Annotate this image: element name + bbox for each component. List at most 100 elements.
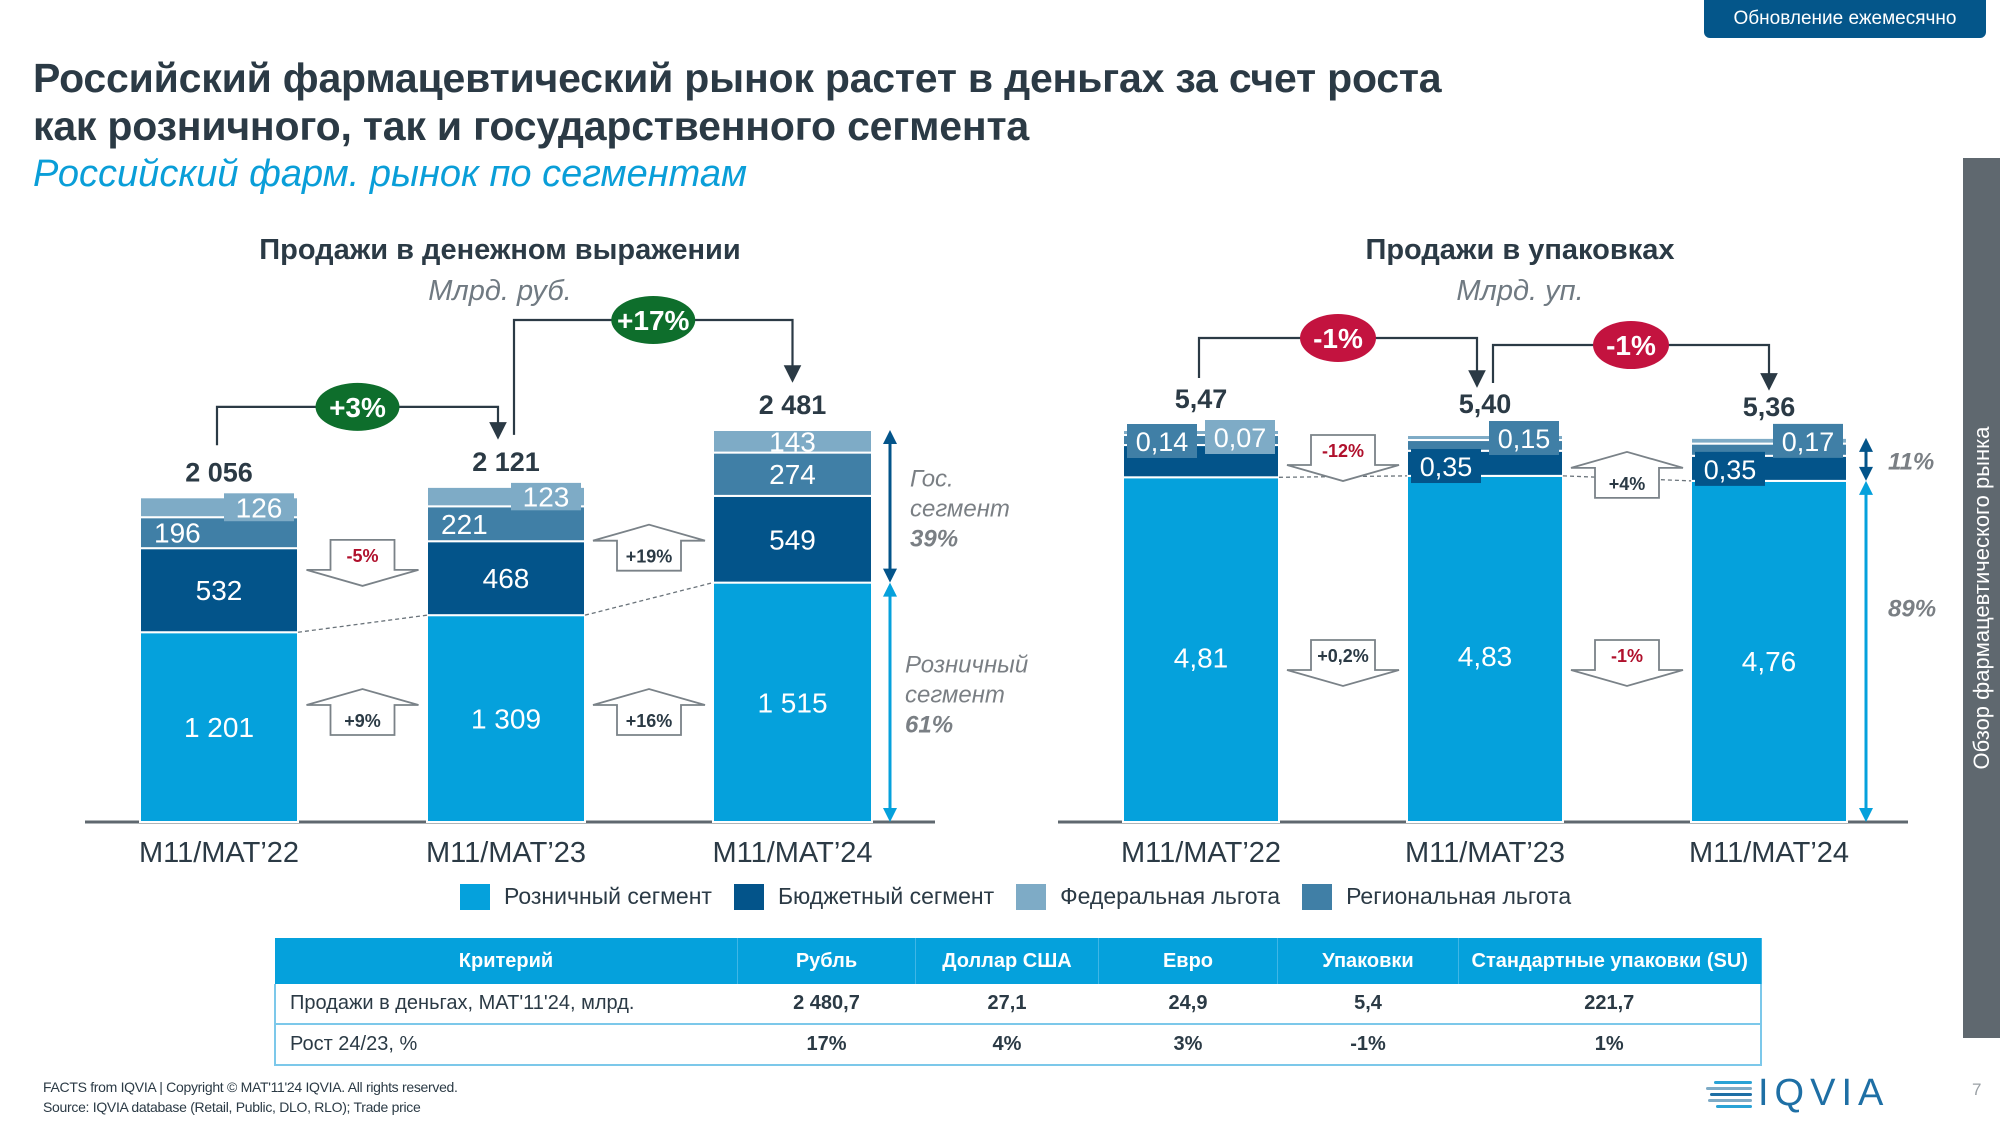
legend-swatch-regional xyxy=(1302,883,1333,910)
bar-value-label: 221 xyxy=(441,509,488,540)
retail-growth-label: +0,2% xyxy=(1317,646,1369,666)
page-title: Российский фармацевтический рынок растет… xyxy=(33,54,1442,150)
table-row: Рост 24/23, % 17% 4% 3% -1% 1% xyxy=(274,1024,1762,1066)
page-subtitle: Российский фарм. рынок по сегментам xyxy=(33,153,748,195)
page-number: 7 xyxy=(1972,1080,1982,1099)
retail-growth-arrow xyxy=(592,688,706,736)
gov-growth-label: +19% xyxy=(626,547,673,567)
bar-total-label: 2 481 xyxy=(759,390,827,420)
gov-growth-arrow xyxy=(306,539,419,587)
bar-segment-retail xyxy=(1690,479,1848,823)
table-header-su: Стандартные упаковки (SU) xyxy=(1458,938,1762,984)
gov-share-label: сегмент xyxy=(910,495,1010,522)
retail-growth-label: +9% xyxy=(344,711,381,731)
packs-chart-title: Продажи в упаковках xyxy=(1365,234,1675,266)
page-title-line1: Российский фармацевтический рынок растет… xyxy=(33,55,1442,101)
bar-total-label: 5,47 xyxy=(1175,384,1228,414)
bar-segment-federal xyxy=(1406,434,1564,442)
x-tick-label: M11/MAT’23 xyxy=(426,837,586,869)
legend-label: Региональная льгота xyxy=(1346,883,1572,909)
total-growth-ellipse xyxy=(1300,314,1376,362)
legend-label: Федеральная льгота xyxy=(1060,883,1281,909)
label-box-budget xyxy=(1695,451,1765,486)
total-growth-ellipse xyxy=(315,382,400,431)
bar-value-label: 4,83 xyxy=(1458,641,1513,672)
bar-value-label: 1 515 xyxy=(757,687,827,718)
gov-share-value: 39% xyxy=(910,525,958,552)
table-cell: -1% xyxy=(1277,1024,1459,1066)
table-cell: 3% xyxy=(1098,1024,1278,1066)
label-box-regional xyxy=(1127,424,1197,458)
gov-share-label: Гос. xyxy=(910,465,954,492)
bar-value-label: 532 xyxy=(196,575,243,606)
table-cell: 17% xyxy=(737,1024,916,1066)
bar-value-label: 126 xyxy=(236,492,283,523)
label-box-regional xyxy=(1773,423,1843,458)
table-cell: 27,1 xyxy=(915,984,1099,1025)
table-header-eur: Евро xyxy=(1098,938,1278,984)
total-growth-label: +17% xyxy=(617,305,689,336)
bar-value-label: 123 xyxy=(523,482,570,513)
bar-value-label: 143 xyxy=(769,426,816,457)
chart-legend: Розничный сегмент Бюджетный сегмент Феде… xyxy=(460,883,1593,910)
table-cell: 221,7 xyxy=(1458,984,1762,1025)
bar-segment-regional xyxy=(712,451,873,497)
retail-connector-line xyxy=(584,581,714,616)
total-growth-ellipse xyxy=(611,296,696,344)
money-chart-title: Продажи в денежном выражении xyxy=(259,234,741,266)
iqvia-logo: IQVIA xyxy=(1706,1072,1889,1115)
bar-segment-retail xyxy=(426,614,586,823)
legend-item-retail: Розничный сегмент xyxy=(460,883,712,910)
packs-chart-unit: Млрд. уп. xyxy=(1456,275,1584,307)
bar-segment-budget xyxy=(426,540,586,617)
footer-copyright: FACTS from IQVIA | Copyright © MAT'11'24… xyxy=(43,1079,458,1095)
bar-value-label: 196 xyxy=(154,518,201,549)
retail-growth-label: -1% xyxy=(1611,646,1643,666)
gov-growth-arrow xyxy=(1286,434,1400,482)
bar-value-label: 1 201 xyxy=(184,712,254,743)
bar-segment-retail xyxy=(1122,476,1280,823)
retail-share-label: Розничный xyxy=(905,651,1028,678)
total-growth-label: +3% xyxy=(329,392,386,423)
footer-source: FACTS from IQVIA | Copyright © MAT'11'24… xyxy=(43,1077,458,1117)
retail-growth-arrow xyxy=(1286,639,1400,687)
retail-share-label: сегмент xyxy=(905,681,1005,708)
x-tick-label: M11/MAT’22 xyxy=(1121,837,1281,869)
table-cell: 2 480,7 xyxy=(737,984,916,1025)
retail-connector-line xyxy=(297,614,428,633)
total-growth-ellipse xyxy=(1593,321,1669,370)
gov-growth-arrow xyxy=(592,523,706,572)
money-chart-unit: Млрд. руб. xyxy=(428,275,572,307)
retail-growth-arrow xyxy=(1570,639,1684,687)
table-header-row: Критерий Рубль Доллар США Евро Упаковки … xyxy=(275,938,1762,984)
bar-value-label: 0,17 xyxy=(1782,427,1835,457)
x-tick-label: M11/MAT’24 xyxy=(1689,837,1849,869)
update-frequency-badge: Обновление ежемесячно xyxy=(1704,0,1986,38)
bar-total-label: 2 121 xyxy=(472,447,540,477)
label-box-budget xyxy=(1411,449,1481,484)
bar-segment-regional xyxy=(139,516,299,550)
bar-total-label: 2 056 xyxy=(185,457,253,487)
legend-item-budget: Бюджетный сегмент xyxy=(733,883,995,910)
table-cell: 24,9 xyxy=(1098,984,1278,1025)
section-side-tab[interactable]: Обзор фармацевтического рынка xyxy=(1963,158,2000,1038)
retail-share-value: 89% xyxy=(1888,595,1936,622)
legend-swatch-budget xyxy=(733,883,764,910)
gov-growth-label: -5% xyxy=(346,546,378,566)
gov-growth-label: +4% xyxy=(1609,474,1646,494)
table-cell: Рост 24/23, % xyxy=(274,1024,738,1066)
legend-label: Бюджетный сегмент xyxy=(777,883,995,909)
bar-value-label: 274 xyxy=(769,459,816,490)
bar-total-label: 5,40 xyxy=(1459,389,1512,419)
bar-value-label: 1 309 xyxy=(471,704,541,735)
legend-label: Розничный сегмент xyxy=(504,883,712,909)
x-tick-label: M11/MAT’24 xyxy=(712,837,872,869)
gov-growth-label: -12% xyxy=(1322,441,1364,461)
label-box-federal xyxy=(1205,420,1275,454)
table-row: Продажи в деньгах, MAT'11'24, млрд. 2 48… xyxy=(274,984,1762,1025)
retail-growth-arrow xyxy=(306,688,419,736)
table-cell: 4% xyxy=(915,1024,1099,1066)
logo-text: IQVIA xyxy=(1758,1072,1890,1114)
gov-share-value: 11% xyxy=(1888,448,1934,475)
table-header-usd: Доллар США xyxy=(915,938,1099,984)
